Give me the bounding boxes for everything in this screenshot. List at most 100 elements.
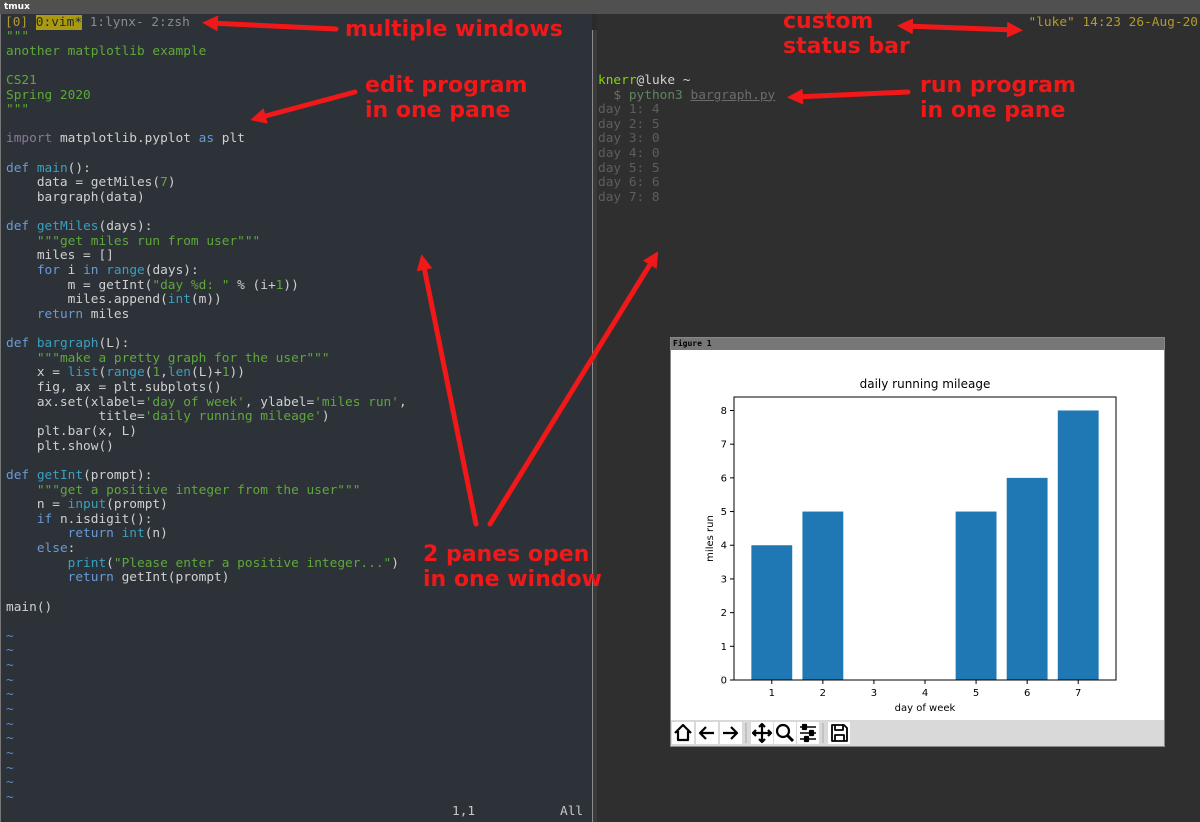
code-token: len [167, 365, 191, 381]
bar [1057, 410, 1099, 680]
code-line: title='daily running mileage') [6, 410, 329, 425]
code-line: main() [6, 600, 52, 616]
code-token: return [36, 306, 84, 322]
y-tick-label: 4 [721, 541, 727, 552]
code-token [6, 512, 37, 527]
code-token: 'day of week' [144, 394, 245, 410]
code-token: (days): [98, 219, 153, 235]
y-tick-label: 1 [721, 642, 727, 653]
empty-line-marker: ~ [6, 775, 14, 791]
code-token: % (i+ [229, 277, 276, 293]
code-token [6, 263, 37, 278]
empty-line-marker: ~ [6, 687, 14, 703]
code-token: , [398, 394, 407, 410]
code-token: """make a pretty graph for the user""" [36, 350, 330, 366]
code-token: 1 [152, 365, 161, 381]
code-line: day 4: 0 [598, 146, 660, 162]
x-tick-label: 4 [922, 688, 928, 699]
code-line: Spring 2020 [6, 87, 91, 104]
code-token: "Please enter a positive integer..." [113, 555, 392, 571]
code-token: 7 [160, 175, 168, 191]
code-token: m = getInt( [6, 277, 153, 293]
code-token: ~ [675, 72, 691, 88]
code-token: i [59, 263, 84, 279]
code-line: """get a positive integer from the user"… [6, 482, 361, 499]
code-token: "day %d: " [152, 277, 230, 293]
code-token [29, 161, 37, 176]
empty-line-marker: ~ [6, 628, 14, 644]
y-tick-label: 6 [721, 473, 727, 484]
code-line: def getMiles(days): [6, 219, 153, 235]
save-button[interactable] [828, 722, 850, 744]
figure-window[interactable]: Figure 1 daily running mileage day of wee… [670, 337, 1165, 747]
x-tick-label: 1 [769, 688, 775, 699]
code-token: """get a positive integer from the user"… [36, 482, 361, 498]
editor-pane[interactable]: """ another matplotlib example CS21 Spring … [0, 14, 592, 822]
code-token: getInt(prompt) [113, 570, 230, 586]
code-token: python3 [628, 87, 683, 103]
code-token: (n) [144, 526, 168, 542]
code-token: as [198, 131, 215, 147]
code-token: (days): [144, 263, 199, 279]
code-token: x = [6, 365, 68, 381]
empty-line-marker: ~ [6, 672, 14, 688]
plot: daily running mileage day of week miles ru… [705, 377, 1117, 714]
code-line: m = getInt("day %d: " % (i+1)) [6, 277, 299, 294]
empty-line-marker: ~ [6, 701, 14, 717]
code-line: import matplotlib.pyplot as plt [6, 132, 245, 147]
status-segment: 2:zsh [151, 15, 190, 30]
empty-line-marker: ~ [6, 745, 14, 761]
y-tick-label: 5 [721, 507, 727, 518]
code-token: return [67, 526, 114, 542]
y-tick-label: 2 [721, 608, 727, 619]
code-token: miles = [] [6, 248, 114, 264]
code-token: miles [83, 306, 130, 322]
code-line: if n.isdigit(): [6, 511, 153, 528]
bar [1006, 477, 1048, 680]
y-tick-label: 8 [721, 406, 727, 417]
code-token: another matplotlib example [6, 43, 207, 59]
home-button[interactable] [672, 722, 694, 744]
code-token: miles.append( [6, 292, 168, 308]
empty-line-marker: ~ [6, 731, 14, 747]
code-token: (prompt): [83, 467, 153, 483]
status-segment[interactable]: 0:vim* [35, 15, 83, 30]
pan-button[interactable] [751, 722, 773, 744]
code-token: Spring 2020 [6, 87, 91, 103]
code-line: def main(): [6, 160, 91, 177]
code-token: in [83, 263, 99, 279]
axes-frame [733, 396, 1117, 681]
code-token: n.isdigit(): [52, 511, 153, 527]
code-line: """ [6, 29, 29, 45]
code-line: fig, ax = plt.subplots() [6, 380, 222, 396]
code-line: CS21 [6, 72, 37, 89]
code-token: fig, ax = plt.subplots() [6, 380, 222, 396]
code-line: day 3: 0 [598, 132, 660, 147]
code-token: day 3: 0 [598, 131, 660, 147]
y-tick-label: 3 [721, 574, 727, 585]
code-token: if [36, 511, 53, 527]
status-segment: 1:lynx- [89, 15, 144, 30]
empty-line-marker: ~ [6, 789, 14, 805]
code-token: def [6, 336, 30, 352]
code-token [6, 351, 37, 366]
code-token: (): [67, 160, 91, 176]
code-line: n = input(prompt) [6, 497, 168, 513]
forward-button[interactable] [720, 722, 742, 744]
code-token: day 5: 5 [598, 160, 660, 176]
code-token: getInt [36, 467, 84, 483]
code-token: , [160, 365, 168, 381]
empty-line-marker: ~ [6, 716, 14, 732]
vim-ruler: 1,1 [452, 804, 476, 819]
code-line: data = getMiles(7) [6, 175, 176, 191]
code-line: day 2: 5 [598, 117, 660, 133]
code-token: day 1: 4 [598, 102, 660, 118]
code-line: print("Please enter a positive integer..… [6, 555, 399, 572]
code-token: plt.show() [6, 438, 114, 454]
code-token: int [121, 526, 145, 542]
configure-button[interactable] [797, 722, 819, 744]
code-token: return [67, 570, 114, 586]
back-button[interactable] [696, 722, 718, 744]
code-token: CS21 [6, 72, 37, 88]
zoom-button[interactable] [774, 722, 796, 744]
